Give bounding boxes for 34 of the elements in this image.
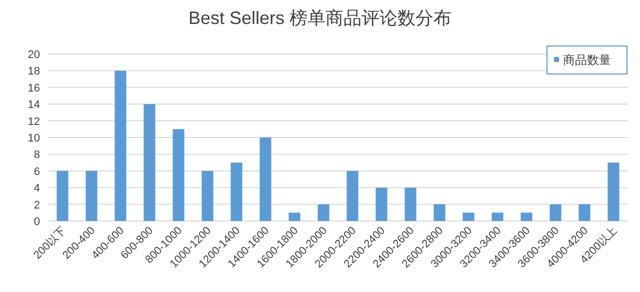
bar [86,170,98,221]
y-tick-label: 18 [28,66,40,78]
bar [202,170,214,221]
y-tick-label: 2 [34,199,40,212]
y-tick-label: 12 [28,116,40,128]
y-tick-label: 10 [28,132,40,144]
bar [144,104,156,221]
y-tick-label: 0 [34,216,40,228]
legend: 商品数量 [546,46,628,74]
y-tick-label: 14 [28,99,40,112]
y-tick-label: 8 [34,149,40,162]
bar [608,162,620,221]
bar [288,212,300,221]
bar [550,204,562,221]
bar [376,188,388,221]
bar [172,129,184,221]
bar [230,162,242,221]
y-tick-label: 4 [34,182,40,195]
legend-label: 商品数量 [563,53,611,67]
bar [434,204,446,221]
chart-title: Best Sellers 榜单商品评论数分布 [188,8,452,28]
bar [114,70,126,221]
bar [404,188,416,221]
bar [492,212,504,221]
bar [520,212,532,221]
bar [462,212,474,221]
y-tick-label: 16 [28,82,40,94]
bar [578,204,590,221]
bar [56,170,68,221]
bar [318,204,330,221]
bar [260,138,272,221]
bar [346,170,358,221]
y-tick-label: 20 [28,49,40,61]
y-tick-label: 6 [34,166,40,178]
